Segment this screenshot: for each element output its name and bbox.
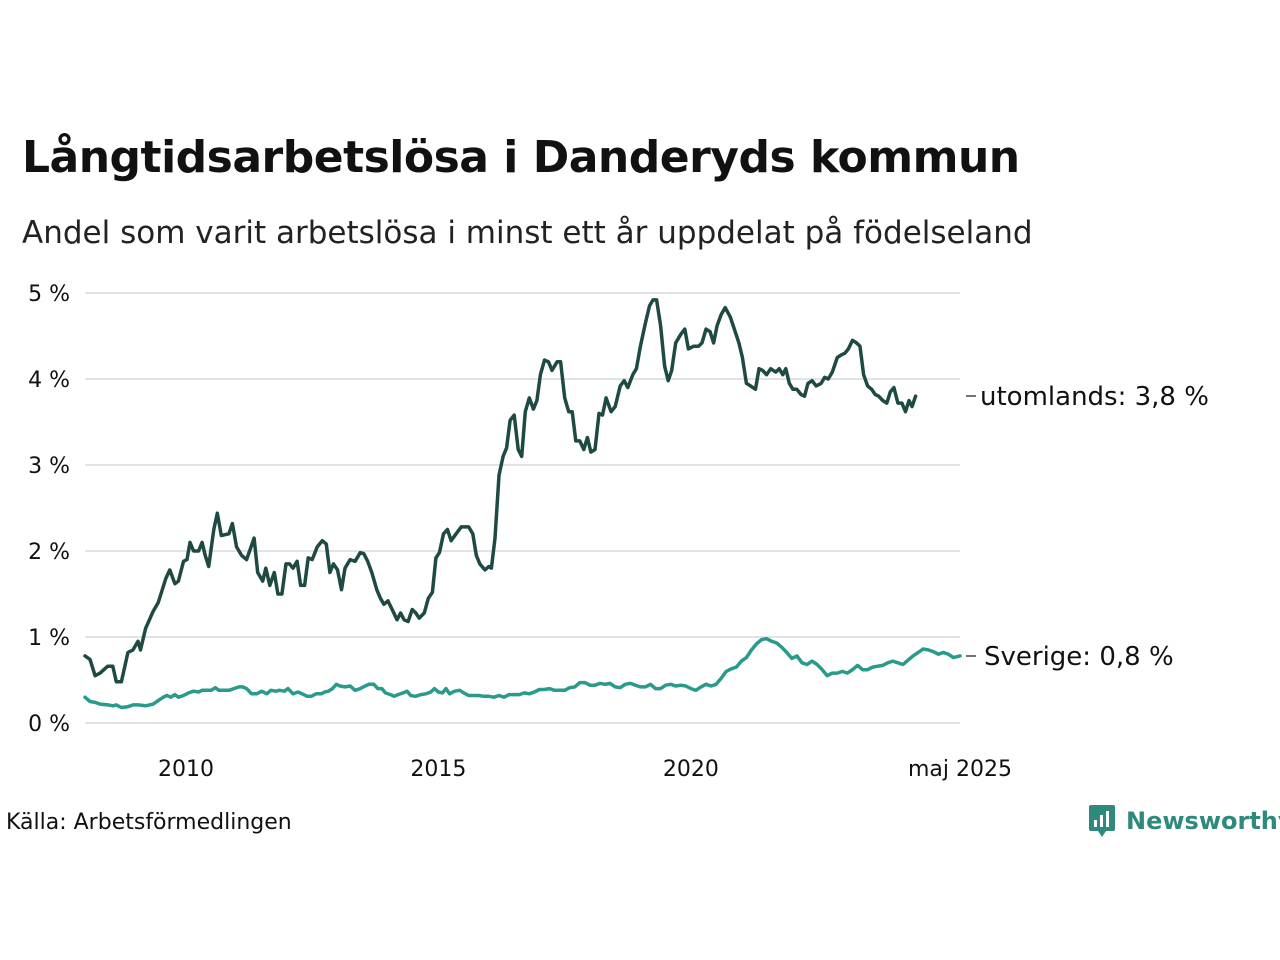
y-tick-label: 2 %: [28, 540, 70, 565]
y-tick-label: 1 %: [28, 626, 70, 651]
newsworthy-brand[interactable]: Newsworthy: [1088, 803, 1280, 839]
newsworthy-logo-icon: [1089, 805, 1115, 837]
y-tick-label: 3 %: [28, 454, 70, 479]
y-tick-label: 4 %: [28, 368, 70, 393]
chart-subtitle: Andel som varit arbetslösa i minst ett å…: [22, 215, 1033, 251]
chart-title: Långtidsarbetslösa i Danderyds kommun: [22, 132, 1020, 183]
end-label-utomlands: utomlands: 3,8 %: [980, 382, 1209, 412]
brand-name: Newsworthy: [1126, 807, 1280, 835]
y-tick-label: 0 %: [28, 712, 70, 737]
source-note: Källa: Arbetsförmedlingen: [6, 810, 292, 835]
x-tick-label: 2015: [410, 757, 466, 782]
x-tick-label: maj 2025: [908, 757, 1012, 782]
y-tick-label: 5 %: [28, 282, 70, 307]
series-line-sverige: [83, 636, 962, 710]
series-line-utomlands: [83, 298, 918, 684]
end-label-sverige: Sverige: 0,8 %: [984, 642, 1174, 672]
x-tick-label: 2020: [663, 757, 719, 782]
x-tick-label: 2010: [158, 757, 214, 782]
